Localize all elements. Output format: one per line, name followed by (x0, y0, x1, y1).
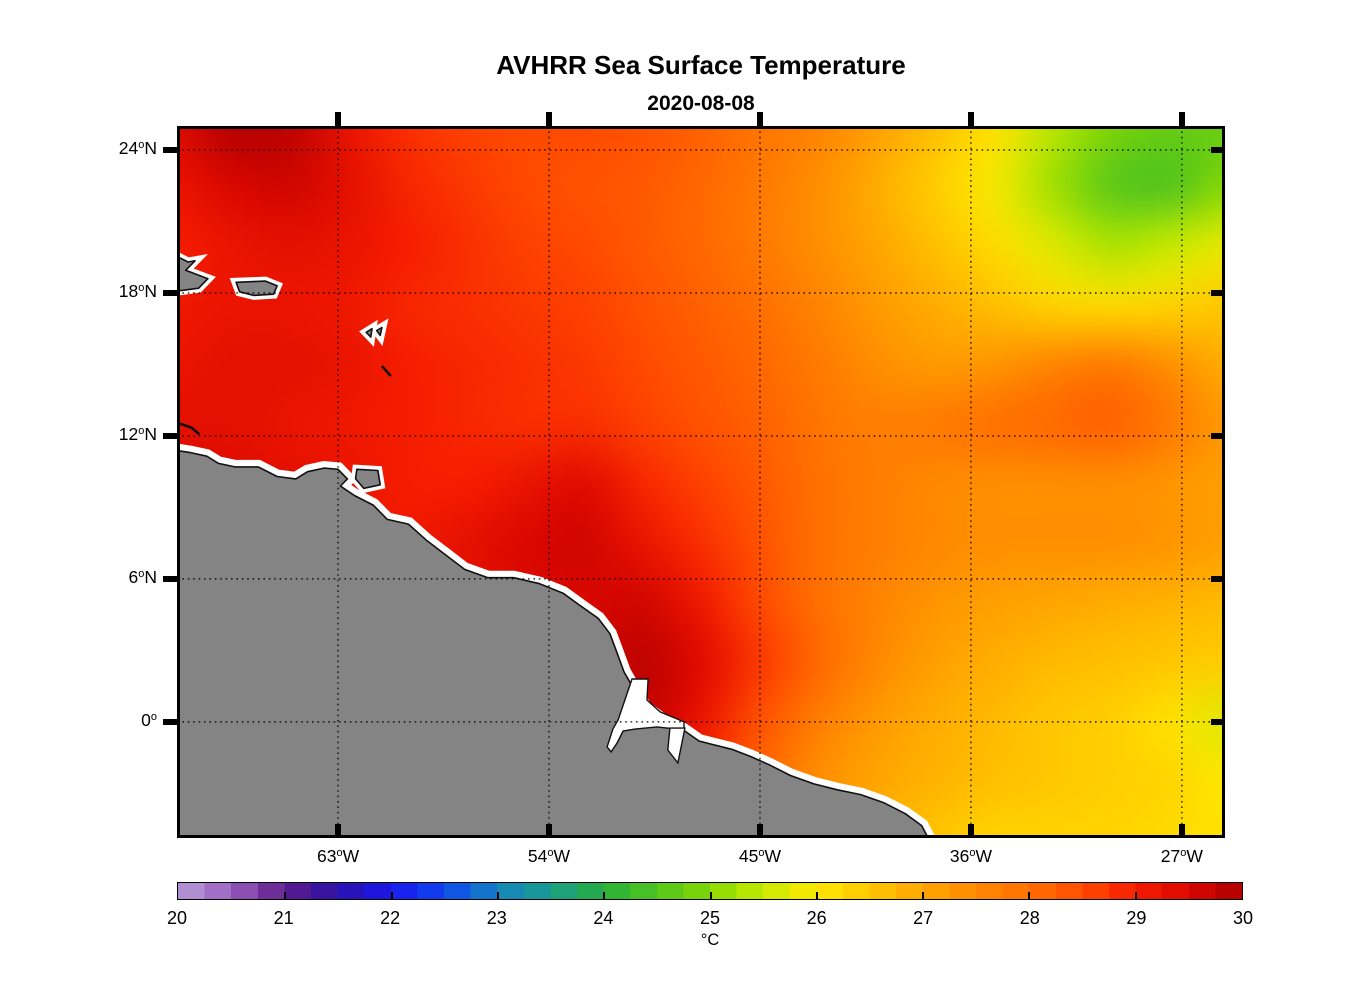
y-tick-6-right (1211, 575, 1225, 582)
y-tick-0-left (163, 718, 177, 725)
y-tick-18-right (1211, 289, 1225, 296)
x-tick-27-bottom (1178, 824, 1185, 838)
x-axis-label-27: 27oW (1160, 846, 1203, 866)
colorbar-tick-29 (1134, 892, 1137, 899)
y-tick-6-left (163, 575, 177, 582)
map-border (177, 126, 1225, 838)
colorbar-tick-label-25: 25 (699, 908, 721, 928)
martinique-coastline (381, 365, 392, 377)
colorbar-tick-25 (709, 892, 712, 899)
x-tick-36-top (967, 112, 974, 126)
x-axis-label-54: 54oW (527, 846, 571, 866)
chart-title: AVHRR Sea Surface Temperature (496, 50, 906, 80)
colorbar-tick-23 (496, 892, 499, 899)
puerto_rico-landmass (235, 280, 278, 297)
colorbar-tick-label-26: 26 (806, 908, 827, 928)
y-axis-label-0: 0o (141, 709, 157, 730)
map-overlay-svg (177, 126, 1225, 838)
colorbar-tick-label-27: 27 (913, 908, 934, 928)
colorbar (177, 882, 1243, 900)
y-tick-0-right (1211, 718, 1225, 725)
colorbar-tick-label-22: 22 (380, 908, 401, 928)
colorbar-tick-21 (284, 892, 287, 899)
x-axis-label-45: 45oW (738, 846, 781, 866)
colorbar-unit-label: °C (700, 931, 720, 949)
x-axis-label-63: 63oW (316, 846, 360, 866)
para_river-estuary (667, 727, 686, 765)
colorbar-tick-label-24: 24 (593, 908, 614, 928)
colorbar-tick-27 (922, 892, 925, 899)
colorbar-tick-label-20: 20 (166, 908, 188, 928)
x-axis-label-36: 36oW (949, 846, 992, 866)
x-tick-54-bottom (545, 824, 552, 838)
x-tick-63-top (335, 112, 342, 126)
colorbar-tick-28 (1028, 892, 1031, 899)
x-tick-45-top (756, 112, 763, 126)
x-tick-63-bottom (335, 824, 342, 838)
colorbar-tick-label-23: 23 (486, 908, 507, 928)
guadeloupe_2-landmass (375, 326, 383, 337)
x-tick-54-top (545, 112, 552, 126)
hispaniola-landmass (177, 255, 209, 292)
y-axis-label-6: 6oN (128, 566, 158, 587)
y-axis-label-18: 18oN (118, 280, 157, 301)
y-axis-label-12: 12oN (118, 423, 157, 444)
colorbar-tick-22 (390, 892, 393, 899)
colorbar-tick-label-30: 30 (1232, 908, 1254, 928)
amazon-estuary (606, 678, 685, 754)
y-tick-18-left (163, 289, 177, 296)
colorbar-tick-label-29: 29 (1126, 908, 1147, 928)
x-tick-27-top (1178, 112, 1185, 126)
y-tick-12-left (163, 432, 177, 439)
mainland-landmass (177, 449, 930, 838)
trinidad-landmass (354, 468, 381, 490)
chart-subtitle: 2020-08-08 (647, 92, 755, 115)
y-tick-24-left (163, 146, 177, 153)
y-tick-24-right (1211, 146, 1225, 153)
colorbar-tick-label-28: 28 (1019, 908, 1040, 928)
x-tick-36-bottom (967, 824, 974, 838)
guadeloupe_1-landmass (365, 327, 373, 338)
y-tick-12-right (1211, 432, 1225, 439)
colorbar-tick-label-21: 21 (273, 908, 294, 928)
map-plot-area (177, 126, 1225, 838)
y-axis-label-24: 24oN (118, 137, 157, 158)
paraguana-coastline (179, 422, 200, 435)
colorbar-tick-24 (603, 892, 606, 899)
x-tick-45-bottom (756, 824, 763, 838)
colorbar-tick-26 (815, 892, 818, 899)
